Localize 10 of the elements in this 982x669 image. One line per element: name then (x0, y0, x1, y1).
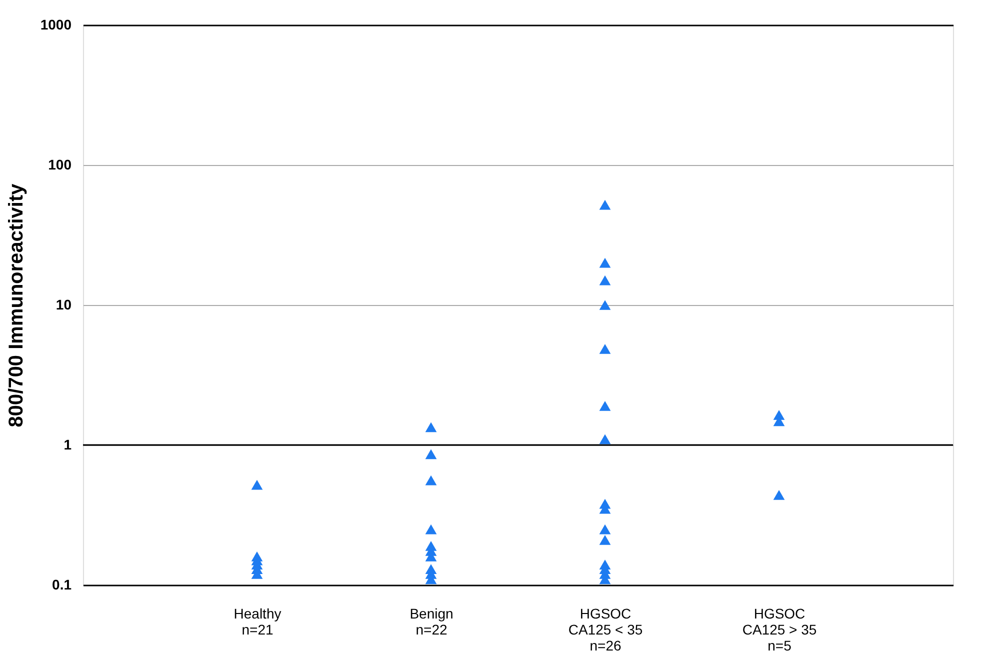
y-tick-label: 1 (64, 436, 72, 452)
y-axis-title: 800/700 Immunoreactivity (5, 182, 28, 428)
y-tick-label: 100 (48, 156, 72, 172)
y-tick-label: 10 (56, 296, 72, 312)
y-tick-label: 1000 (40, 16, 72, 32)
x-tick-label: HGSOC CA125 > 35 n=5 (742, 606, 817, 654)
x-tick-label: Healthy n=21 (234, 606, 282, 638)
x-tick-label: Benign n=22 (410, 606, 454, 638)
x-tick-label: HGSOC CA125 < 35 n=26 (568, 606, 643, 654)
y-tick-label: 0.1 (52, 576, 72, 592)
